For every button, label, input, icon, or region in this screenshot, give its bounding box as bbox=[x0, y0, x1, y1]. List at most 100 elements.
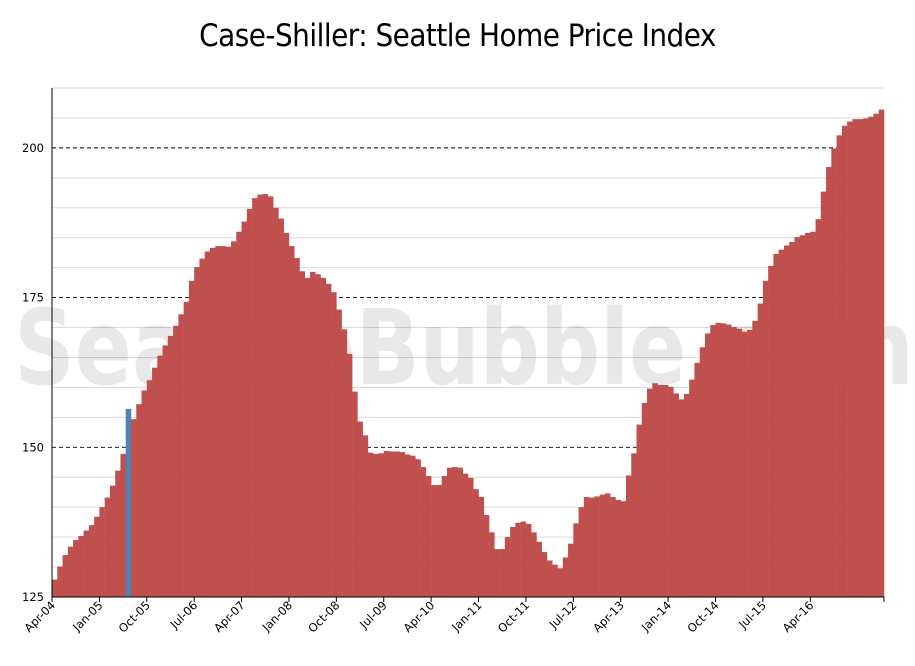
axes bbox=[51, 88, 884, 598]
bar bbox=[162, 345, 169, 597]
bar bbox=[768, 265, 774, 597]
bar bbox=[267, 196, 274, 597]
x-tick-label: Jul-06 bbox=[167, 598, 201, 632]
bar bbox=[367, 452, 374, 597]
bar bbox=[552, 564, 558, 597]
bar bbox=[389, 451, 395, 597]
bar bbox=[462, 473, 469, 597]
bar bbox=[862, 118, 869, 597]
bar bbox=[752, 320, 758, 597]
bar bbox=[789, 241, 795, 597]
bar bbox=[52, 579, 58, 597]
bar bbox=[625, 475, 632, 597]
bar bbox=[141, 390, 148, 597]
bar bbox=[436, 485, 442, 597]
bar bbox=[857, 119, 864, 597]
bar bbox=[225, 246, 232, 597]
bar bbox=[262, 193, 269, 598]
bar bbox=[188, 280, 195, 597]
x-tick-label: Apr-16 bbox=[780, 598, 817, 635]
bar bbox=[520, 521, 527, 597]
x-tick-label: Oct-11 bbox=[495, 598, 532, 635]
bar bbox=[731, 326, 737, 597]
bar bbox=[441, 476, 448, 597]
bar bbox=[246, 208, 253, 597]
bar bbox=[510, 526, 516, 597]
bar bbox=[778, 249, 785, 597]
bar bbox=[815, 219, 822, 597]
bar bbox=[694, 362, 700, 597]
bar bbox=[194, 267, 200, 597]
bar bbox=[231, 241, 237, 598]
bar bbox=[610, 497, 616, 597]
bar bbox=[473, 489, 479, 597]
bar bbox=[525, 523, 532, 597]
bar bbox=[468, 477, 474, 597]
bar bbox=[136, 404, 142, 597]
bar bbox=[536, 541, 542, 597]
bar bbox=[594, 496, 600, 597]
x-tick-label: Jan-08 bbox=[259, 598, 295, 634]
bar bbox=[109, 485, 116, 597]
x-tick-label: Apr-10 bbox=[401, 598, 438, 635]
bar bbox=[747, 329, 753, 597]
bar bbox=[431, 485, 437, 597]
bar bbox=[88, 525, 95, 597]
bar bbox=[615, 499, 621, 597]
bar bbox=[236, 231, 242, 597]
bar bbox=[820, 191, 827, 597]
bar bbox=[130, 419, 137, 597]
bar bbox=[94, 516, 100, 597]
bar bbox=[678, 399, 685, 597]
bar bbox=[641, 402, 648, 597]
bar bbox=[562, 557, 569, 597]
bar bbox=[710, 325, 716, 597]
bar bbox=[283, 232, 290, 598]
bar bbox=[383, 450, 390, 597]
bar bbox=[831, 148, 837, 598]
bar bbox=[346, 353, 353, 597]
bar bbox=[841, 125, 848, 597]
x-tick-label: Jul-15 bbox=[735, 598, 769, 632]
bar bbox=[325, 283, 332, 597]
bar bbox=[178, 314, 184, 597]
bar bbox=[657, 385, 664, 597]
bar bbox=[104, 497, 111, 597]
bar bbox=[404, 454, 411, 597]
y-axis-ticks: 125 150 175 200 bbox=[22, 141, 44, 604]
bar bbox=[415, 459, 421, 597]
bar bbox=[57, 566, 63, 597]
bar bbox=[868, 116, 874, 598]
bar bbox=[183, 301, 190, 597]
bar bbox=[478, 497, 485, 597]
bar bbox=[209, 247, 216, 597]
bar bbox=[736, 328, 743, 597]
bar bbox=[483, 514, 490, 597]
x-tick-label: Apr-07 bbox=[211, 598, 248, 635]
bar bbox=[762, 280, 769, 597]
bar bbox=[78, 535, 84, 597]
bar bbox=[362, 435, 369, 597]
bar bbox=[336, 309, 342, 597]
bar bbox=[704, 333, 711, 597]
bar bbox=[515, 522, 521, 597]
bar-highlight bbox=[125, 408, 132, 597]
bar bbox=[720, 323, 727, 597]
bar bbox=[504, 537, 511, 597]
bar bbox=[673, 393, 679, 597]
bar bbox=[573, 523, 579, 597]
bar bbox=[67, 546, 74, 597]
bar bbox=[647, 388, 653, 597]
bar bbox=[852, 119, 858, 597]
bar bbox=[299, 271, 306, 597]
bar bbox=[173, 325, 179, 597]
bar bbox=[599, 494, 606, 597]
bar bbox=[152, 367, 158, 597]
bar bbox=[310, 271, 316, 597]
bar bbox=[715, 322, 722, 597]
bar bbox=[341, 329, 348, 597]
bar bbox=[826, 167, 832, 598]
bar bbox=[378, 453, 384, 597]
x-tick-label: Oct-05 bbox=[116, 598, 153, 635]
bar bbox=[99, 507, 105, 597]
